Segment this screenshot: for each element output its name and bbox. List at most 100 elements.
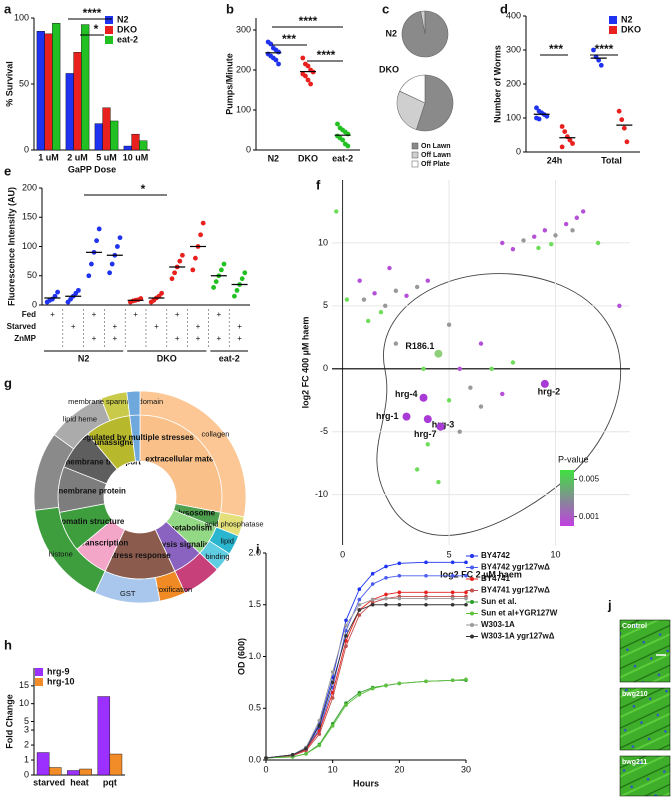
panel-letter: g: [4, 375, 12, 390]
data-point: [334, 209, 339, 214]
x-tick-label: 1 uM: [38, 152, 59, 162]
table-mark: +: [92, 310, 97, 319]
legend-marker: [470, 634, 474, 639]
series-marker: [424, 679, 428, 684]
x-tick-label: 5: [447, 549, 452, 559]
data-point: [478, 341, 484, 346]
series-marker: [370, 602, 375, 607]
y-tick-label: 2: [24, 739, 29, 749]
data-point: [308, 81, 313, 87]
group-label: DKO: [157, 353, 177, 363]
legend-marker: [470, 588, 474, 593]
table-mark: +: [71, 322, 76, 331]
series-marker: [397, 590, 402, 595]
data-point: [276, 61, 281, 67]
data-point: [372, 291, 377, 296]
series-marker: [304, 751, 308, 756]
sunburst-label: transmembrane transport: [44, 457, 142, 466]
data-point: [383, 303, 388, 309]
sunburst-label: chromatin structure: [49, 517, 125, 526]
data-point: [180, 252, 185, 258]
data-point: [361, 297, 367, 302]
pie-slice: [396, 90, 426, 131]
series-marker: [370, 597, 375, 602]
data-point: [159, 290, 165, 296]
data-point: [393, 288, 399, 293]
x-tick-label: 24h: [547, 155, 563, 165]
bar: [48, 767, 62, 776]
data-point: [213, 279, 219, 284]
bar: [123, 145, 132, 151]
data-point: [478, 404, 484, 409]
y-tick-label: 10: [318, 237, 328, 247]
panel-letter: h: [4, 637, 12, 652]
series-marker: [344, 618, 348, 623]
data-point: [340, 137, 346, 143]
data-point: [559, 124, 565, 129]
data-point: [89, 261, 94, 267]
bar: [139, 140, 148, 151]
data-point: [617, 303, 622, 309]
panel-letter: d: [500, 1, 508, 16]
series-marker: [317, 743, 322, 748]
sunburst-label: histone: [49, 550, 73, 559]
data-point: [534, 105, 539, 111]
series-marker: [464, 677, 468, 682]
significance-label: *: [94, 22, 99, 36]
data-point: [562, 129, 568, 135]
y-tick-label: 100: [14, 12, 29, 22]
table-mark: +: [92, 334, 97, 343]
table-mark: +: [154, 322, 159, 331]
data-point: [457, 429, 462, 434]
table-mark: +: [196, 322, 201, 331]
legend-label: Off Lawn: [421, 152, 451, 159]
y-tick-label: 0: [246, 144, 251, 154]
series-marker: [344, 634, 348, 638]
significance-label: ****: [317, 48, 336, 62]
data-point: [567, 137, 573, 143]
series-marker: [424, 590, 428, 595]
highlight-label: R186.1: [405, 341, 434, 351]
series-marker: [464, 590, 468, 595]
data-point: [177, 258, 183, 264]
legend-label: hrg-10: [47, 676, 75, 686]
legend-swatch: [609, 16, 617, 24]
legend-marker: [470, 623, 474, 627]
data-point: [598, 62, 604, 68]
data-point: [300, 55, 306, 61]
pie-label: DKO: [379, 64, 399, 74]
data-point: [542, 228, 548, 233]
data-point: [616, 108, 622, 114]
y-axis-label: Fluorescence Intensity (AU): [6, 187, 16, 306]
legend-label: N2: [117, 14, 129, 24]
x-tick-label: 20: [394, 764, 404, 774]
series-marker: [397, 596, 402, 601]
sunburst-label: lipid: [221, 536, 234, 545]
legend-swatch: [105, 16, 113, 24]
legend-swatch: [411, 142, 419, 150]
series-marker: [397, 681, 402, 686]
bar: [109, 753, 123, 776]
significance-label: ****: [299, 14, 318, 28]
sunburst-label: transcription: [79, 539, 128, 548]
bar: [52, 23, 61, 151]
data-point: [55, 289, 60, 295]
data-point: [193, 255, 198, 261]
y-tick-label: 100: [236, 104, 251, 114]
data-point: [595, 240, 601, 246]
sunburst-label: lysosome: [178, 509, 215, 518]
x-tick-label: starved: [33, 777, 65, 787]
data-point: [574, 215, 579, 220]
data-point: [344, 297, 350, 302]
data-point: [200, 220, 206, 226]
series-marker: [370, 571, 375, 576]
data-point: [521, 238, 526, 243]
data-point: [580, 209, 586, 214]
highlight-point: [423, 415, 432, 424]
data-point: [436, 479, 441, 485]
y-axis-label: log2 FC 400 µM haem: [300, 317, 310, 409]
y-tick-label: 5: [24, 716, 29, 726]
sunburst-label: collagen: [202, 430, 230, 439]
data-point: [570, 141, 575, 146]
y-tick-label: 1.0: [248, 651, 261, 661]
